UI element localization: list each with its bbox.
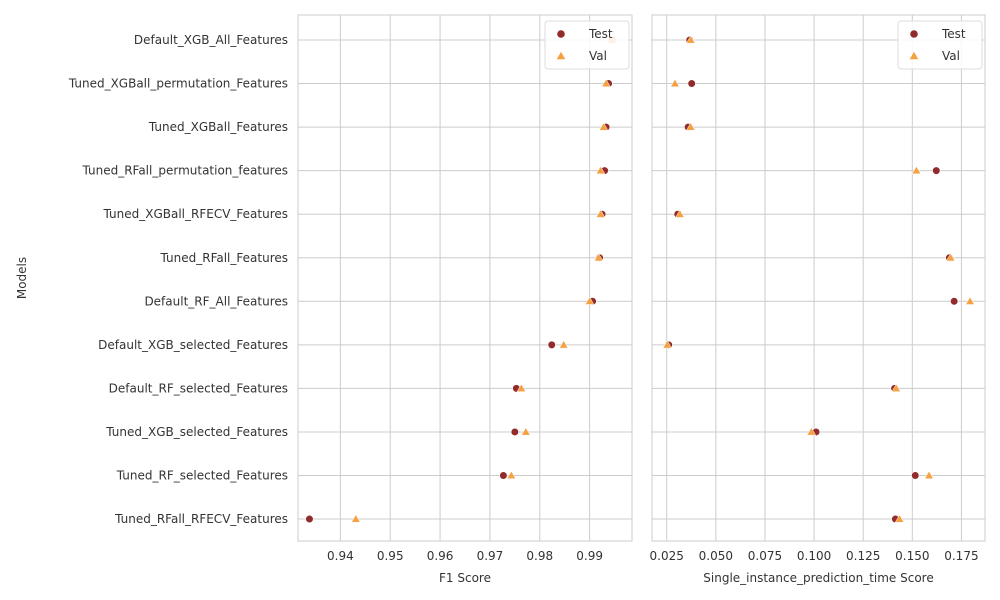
prediction-time-panel: 0.025 0.050 0.075 0.100 0.125 0.150 0.175 Singl… (650, 14, 986, 585)
model-label: Default_XGB_All_Features (134, 33, 288, 47)
val-point (601, 78, 611, 88)
val-point (595, 209, 606, 218)
x-tick-label: 0.125 (846, 549, 880, 563)
model-axis: Default_XGB_All_Features Tuned_XGBall_per… (15, 33, 288, 526)
x-tick-label: 0.150 (895, 549, 929, 563)
x-tick-label: 0.96 (427, 549, 454, 563)
val-point (521, 427, 531, 436)
legend-val-marker (556, 51, 566, 60)
val-point (685, 35, 696, 44)
model-label: Tuned_XGB_selected_Features (105, 425, 288, 439)
legend: Test Val (544, 20, 630, 70)
test-point (911, 471, 920, 480)
plot-frame (297, 14, 633, 542)
plot-frame (651, 14, 986, 542)
val-point (670, 78, 680, 88)
model-label: Tuned_RFall_Features (160, 251, 288, 265)
val-point (894, 514, 905, 523)
val-point (924, 470, 934, 479)
test-point (510, 427, 519, 437)
test-point (687, 79, 696, 88)
x-tick-label: 0.95 (377, 549, 404, 563)
test-point (499, 471, 508, 480)
legend-val-label: Val (942, 49, 960, 63)
model-label: Default_RF_All_Features (144, 294, 288, 308)
legend-test-marker (557, 30, 565, 38)
val-point (662, 340, 673, 349)
x-tick-label: 0.94 (327, 549, 354, 563)
val-point (516, 383, 527, 392)
legend-box (544, 20, 630, 70)
model-label: Tuned_XGBall_permutation_Features (68, 77, 288, 91)
y-axis-title: Models (15, 257, 29, 299)
val-point (584, 296, 595, 305)
x-axis-title: F1 Score (439, 571, 491, 585)
val-point (506, 470, 517, 479)
val-point (675, 209, 685, 218)
model-label: Default_RF_selected_Features (109, 381, 288, 395)
val-point (351, 514, 361, 523)
model-label: Tuned_XGBall_RFECV_Features (103, 207, 289, 221)
model-label: Tuned_RFall_permutation_features (81, 164, 288, 178)
x-tick-label: 0.98 (526, 549, 553, 563)
x-tick-label: 0.050 (699, 549, 733, 563)
test-point (305, 514, 314, 524)
model-label: Tuned_XGBall_Features (148, 120, 288, 134)
val-point (593, 252, 604, 262)
f1-score-panel: 0.94 0.95 0.96 0.97 0.98 0.99 F1 Score Test Val (297, 14, 633, 585)
legend: Test Val (897, 20, 983, 70)
legend-test-marker (910, 30, 918, 38)
val-point (595, 165, 606, 175)
legend-box (897, 20, 983, 70)
val-point (891, 383, 901, 392)
legend-val-marker (909, 51, 919, 60)
x-tick-label: 0.97 (477, 549, 504, 563)
x-tick-label: 0.99 (576, 549, 603, 563)
test-point (950, 297, 959, 306)
legend-test-label: Test (588, 27, 613, 41)
x-axis-title: Single_instance_prediction_time Score (703, 571, 933, 585)
test-point (547, 340, 556, 349)
val-point (945, 252, 956, 262)
val-point (685, 122, 696, 131)
legend-val-label: Val (589, 49, 607, 63)
model-label: Tuned_RF_selected_Features (116, 469, 288, 483)
x-tick-label: 0.075 (748, 549, 782, 563)
test-point (932, 166, 941, 175)
x-tick-label: 0.025 (650, 549, 684, 563)
legend-test-label: Test (941, 27, 966, 41)
val-point (558, 340, 569, 349)
model-label: Tuned_RFall_RFECV_Features (114, 512, 288, 526)
x-tick-label: 0.100 (797, 549, 831, 563)
val-point (598, 122, 609, 131)
model-label: Default_XGB_selected_Features (98, 338, 288, 352)
x-tick-label: 0.175 (944, 549, 978, 563)
val-point (806, 427, 817, 436)
val-point (911, 165, 922, 175)
val-point (965, 296, 975, 305)
